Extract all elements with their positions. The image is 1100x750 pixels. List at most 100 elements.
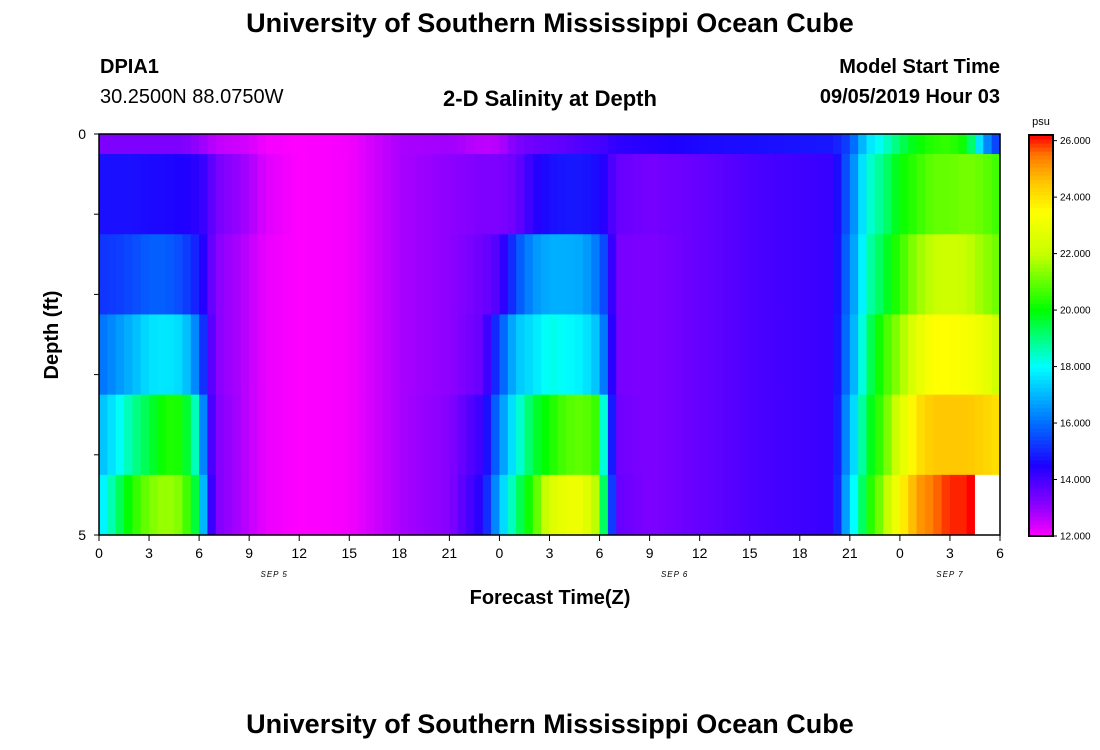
heatmap-cell <box>833 474 843 536</box>
x-tick-label: 15 <box>341 545 357 561</box>
colorbar-segment <box>1029 299 1053 305</box>
heatmap-cell <box>908 394 918 476</box>
y-axis-label: Depth (ft) <box>41 291 63 380</box>
heatmap-cell <box>299 134 309 155</box>
heatmap-cell <box>607 134 617 155</box>
heatmap-cell <box>224 394 234 476</box>
heatmap-cell <box>541 154 551 235</box>
heatmap-cell <box>516 394 526 476</box>
heatmap-cell <box>716 234 726 315</box>
heatmap-cell <box>883 154 893 235</box>
heatmap-cell <box>399 154 409 235</box>
heatmap-cell <box>632 234 642 315</box>
heatmap-cell <box>190 134 200 155</box>
colorbar-segment <box>1029 439 1053 445</box>
y-tick-label: 5 <box>78 527 86 543</box>
heatmap-cell <box>833 394 843 476</box>
heatmap-cell <box>132 134 142 155</box>
colorbar-segment <box>1029 223 1053 228</box>
heatmap-cell <box>165 394 175 476</box>
heatmap-cell <box>232 314 242 396</box>
heatmap-cell <box>232 134 242 155</box>
heatmap-cell <box>991 134 1001 155</box>
colorbar-segment <box>1029 283 1053 288</box>
heatmap-cell <box>140 474 150 536</box>
heatmap-cell <box>466 154 476 235</box>
heatmap-cell <box>124 474 133 536</box>
heatmap-cell <box>549 394 559 476</box>
heatmap-cell <box>199 154 209 235</box>
heatmap-cell <box>883 134 893 155</box>
heatmap-cell <box>566 394 576 476</box>
heatmap-cell <box>340 154 350 235</box>
heatmap-cell <box>582 234 592 315</box>
heatmap-cell <box>182 234 192 315</box>
heatmap-cell <box>332 474 342 536</box>
heatmap-cell <box>115 314 125 396</box>
heatmap-cell <box>916 394 926 476</box>
heatmap-cell <box>299 314 309 396</box>
heatmap-cell <box>240 234 250 315</box>
x-tick-label: 3 <box>946 545 954 561</box>
heatmap-cell <box>365 394 375 476</box>
heatmap-cell <box>733 474 742 536</box>
heatmap-cell <box>833 154 843 235</box>
heatmap-cell <box>766 134 776 155</box>
heatmap-cell <box>482 234 492 315</box>
heatmap-cell <box>858 234 868 315</box>
heatmap-cell <box>482 134 492 155</box>
heatmap-cell <box>107 154 117 235</box>
heatmap-cell <box>274 474 284 536</box>
heatmap-cell <box>599 474 609 536</box>
heatmap-cell <box>649 154 659 235</box>
colorbar-segment <box>1029 531 1053 537</box>
colorbar-segment <box>1029 171 1053 176</box>
heatmap-cell <box>841 234 851 315</box>
colorbar-segment <box>1029 163 1053 168</box>
heatmap-cell <box>257 474 267 536</box>
heatmap-cell <box>708 234 717 315</box>
heatmap-cell <box>824 314 834 396</box>
heatmap-cell <box>324 134 334 155</box>
heatmap-cell <box>215 394 225 476</box>
colorbar-segment <box>1029 159 1053 164</box>
heatmap-cell <box>699 154 709 235</box>
x-axis-ticks: 0 3 6 9 12 15 18 21 0 3 6 9 12 15 18 21 0 3 6 <box>95 535 1004 561</box>
heatmap-cell <box>724 474 734 536</box>
heatmap-cell <box>933 154 943 235</box>
heatmap-cell <box>591 314 601 396</box>
heatmap-cell <box>574 474 584 536</box>
model-start-label: Model Start Time <box>839 56 1000 78</box>
heatmap-cell <box>449 394 459 476</box>
heatmap-cell <box>816 154 826 235</box>
colorbar-segment <box>1029 211 1053 216</box>
heatmap-cell <box>666 234 676 315</box>
colorbar-segment <box>1029 339 1053 345</box>
heatmap-cell <box>282 154 292 235</box>
heatmap-cell <box>491 154 501 235</box>
colorbar-segment <box>1029 423 1053 429</box>
heatmap-cell <box>499 394 509 476</box>
heatmap-cell <box>349 394 359 476</box>
heatmap-cell <box>99 474 108 536</box>
colorbar-segment <box>1029 155 1053 160</box>
colorbar-segment <box>1029 275 1053 280</box>
heatmap-cell <box>924 154 934 235</box>
colorbar-segment <box>1029 419 1053 425</box>
heatmap-cell <box>874 314 884 396</box>
heatmap-cell <box>115 474 125 536</box>
heatmap-cell <box>474 134 484 155</box>
heatmap-cell <box>165 314 175 396</box>
heatmap-cell <box>841 394 851 476</box>
heatmap-cell <box>257 234 267 315</box>
heatmap-cell <box>499 154 509 235</box>
heatmap-cell <box>157 154 167 235</box>
heatmap-cell <box>290 234 300 315</box>
heatmap-cell <box>649 134 659 155</box>
heatmap-cell <box>516 134 526 155</box>
heatmap-cell <box>390 474 400 536</box>
heatmap-cell <box>399 234 409 315</box>
heatmap-cell <box>641 134 651 155</box>
heatmap-cells <box>99 134 1001 536</box>
colorbar-segment <box>1029 371 1053 377</box>
